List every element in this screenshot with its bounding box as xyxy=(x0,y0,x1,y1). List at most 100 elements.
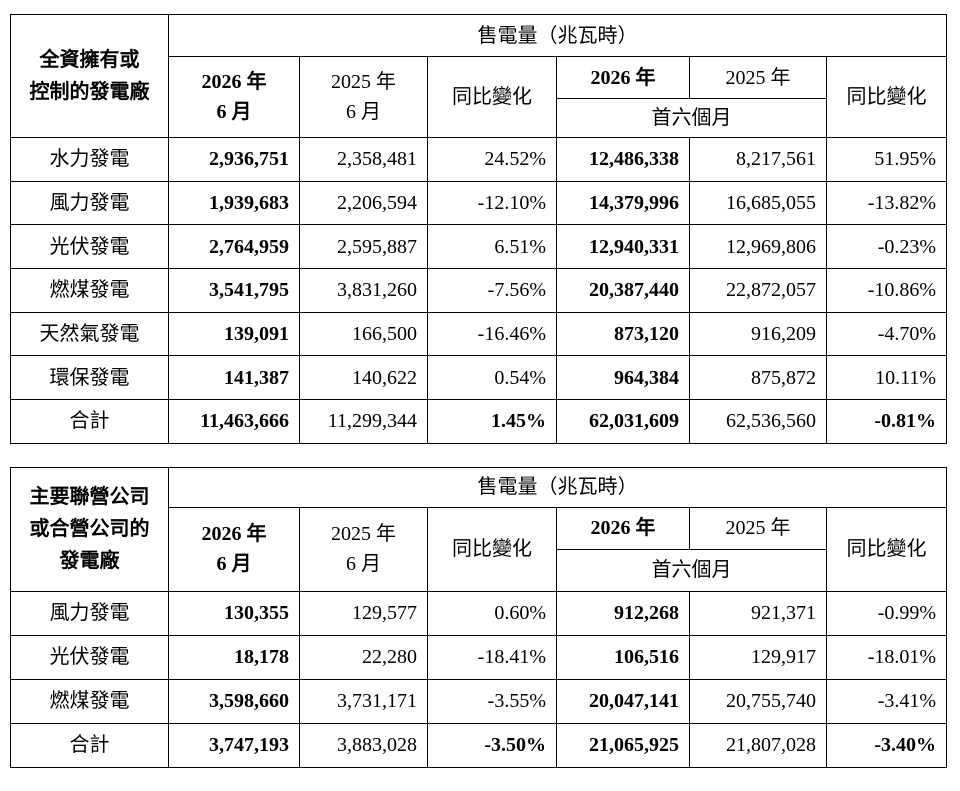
header-line: 6 月 xyxy=(346,553,381,576)
cell-value: 21,807,028 xyxy=(689,722,827,768)
cell-value: 2,206,594 xyxy=(299,180,428,226)
group-header: 售電量（兆瓦時） xyxy=(167,14,948,57)
corner-header: 全資擁有或控制的發電廠 xyxy=(10,14,169,138)
row-label: 合計 xyxy=(10,722,169,768)
header-line: 2025 年 xyxy=(725,66,791,89)
cell-value: 24.52% xyxy=(427,137,557,182)
cell-value: 20,047,141 xyxy=(556,678,690,724)
column-header: 同比變化 xyxy=(825,506,948,592)
header-line: 2026 年 xyxy=(201,71,267,93)
column-header: 同比變化 xyxy=(825,56,948,138)
cell-value: 0.54% xyxy=(427,355,557,401)
data-row: 燃煤發電 3,541,795 3,831,260 -7.56% 20,387,440 22… xyxy=(10,268,948,313)
cell-value: 921,371 xyxy=(689,590,827,636)
cell-value: -0.81% xyxy=(825,399,948,444)
cell-value: 10.11% xyxy=(825,355,948,401)
header-row: 首六個月 xyxy=(11,548,947,592)
row-label: 風力發電 xyxy=(10,590,169,636)
group-header: 售電量（兆瓦時） xyxy=(167,466,948,508)
header-line: 2026 年 xyxy=(201,523,267,546)
cell-value: -16.46% xyxy=(427,311,557,357)
column-header: 2026 年 xyxy=(556,56,690,99)
column-header: 2026 年 6 月 xyxy=(168,506,300,592)
data-row: 天然氣發電 139,091 166,500 -16.46% 873,120 916,209… xyxy=(10,311,948,357)
column-header: 2025 年 6 月 xyxy=(299,506,428,592)
cell-value: 3,883,028 xyxy=(299,722,428,768)
cell-value: 964,384 xyxy=(556,355,690,401)
cell-value: 20,755,740 xyxy=(689,678,827,724)
cell-value: 139,091 xyxy=(168,311,300,357)
cell-value: -18.41% xyxy=(427,634,557,680)
row-label: 風力發電 xyxy=(10,180,169,226)
column-header: 2026 年 6 月 xyxy=(168,56,300,138)
cell-value: 3,731,171 xyxy=(299,678,428,724)
cell-value: -12.10% xyxy=(427,180,557,226)
cell-value: 22,872,057 xyxy=(689,268,827,313)
cell-value: -13.82% xyxy=(825,180,948,226)
corner-line: 主要聯營公司 xyxy=(29,486,150,509)
cell-value: 2,764,959 xyxy=(168,224,300,270)
header-line: 2026 年 xyxy=(590,517,656,540)
data-row: 風力發電 1,939,683 2,206,594 -12.10% 14,379,996 1… xyxy=(10,180,948,226)
header-line: 2025 年 xyxy=(725,517,791,540)
row-label: 燃煤發電 xyxy=(10,678,169,724)
cell-value: 20,387,440 xyxy=(556,268,690,313)
column-header: 2025 年 xyxy=(689,56,827,99)
header-line: 2026 年 xyxy=(590,66,656,89)
data-row: 風力發電 130,355 129,577 0.60% 912,268 921,371 -0.… xyxy=(10,590,948,636)
period-header: 首六個月 xyxy=(556,548,827,592)
cell-value: 140,622 xyxy=(299,355,428,401)
column-header: 同比變化 xyxy=(427,506,557,592)
cell-value: -3.55% xyxy=(427,678,557,724)
column-header: 2025 年 xyxy=(689,506,827,550)
cell-value: 916,209 xyxy=(689,311,827,357)
header-line: 同比變化 xyxy=(846,86,927,108)
header-line: 同比變化 xyxy=(452,538,532,561)
row-label: 光伏發電 xyxy=(10,224,169,270)
cell-value: 2,595,887 xyxy=(299,224,428,270)
column-header: 2026 年 xyxy=(556,506,690,550)
cell-value: 11,463,666 xyxy=(168,399,300,444)
cell-value: 8,217,561 xyxy=(689,137,827,182)
data-row: 水力發電 2,936,751 2,358,481 24.52% 12,486,338 8,… xyxy=(10,137,948,182)
cell-value: 129,917 xyxy=(689,634,827,680)
cell-value: 106,516 xyxy=(556,634,690,680)
cell-value: 873,120 xyxy=(556,311,690,357)
corner-header: 主要聯營公司 或合營公司的 發電廠 xyxy=(10,466,169,592)
corner-line: 全資擁有或 xyxy=(39,49,140,71)
cell-value: -4.70% xyxy=(825,311,948,357)
total-row: 合計 3,747,193 3,883,028 -3.50% 21,065,925 21,8… xyxy=(10,722,948,768)
corner-line: 控制的發電廠 xyxy=(29,81,150,103)
header-row: 2026 年 6 月 2025 年 6 月 同比變化 2026 年 2025 年同比變化 xyxy=(11,56,948,138)
period-header: 首六個月 xyxy=(556,98,827,138)
row-label: 天然氣發電 xyxy=(10,311,169,357)
cell-value: 1,939,683 xyxy=(168,180,300,226)
column-header: 同比變化 xyxy=(427,56,557,138)
cell-value: -7.56% xyxy=(427,268,557,313)
header-line: 同比變化 xyxy=(846,538,927,561)
cell-value: 912,268 xyxy=(556,590,690,636)
cell-value: 62,536,560 xyxy=(689,399,827,444)
data-table: 主要聯營公司 或合營公司的 發電廠 售電量（兆瓦時） 2026 年 6 月 2025 年 6 … xyxy=(10,466,948,768)
header-line: 6 月 xyxy=(216,553,252,576)
header-row: 首六個月 xyxy=(11,98,947,138)
data-row: 光伏發電 2,764,959 2,595,887 6.51% 12,940,331 12,… xyxy=(10,224,948,270)
row-label: 環保發電 xyxy=(10,355,169,401)
cell-value: 21,065,925 xyxy=(556,722,690,768)
cell-value: 166,500 xyxy=(299,311,428,357)
header-row: 全資擁有或 控制的發電廠 售電量（兆瓦時） xyxy=(10,14,948,138)
cell-value: 875,872 xyxy=(689,355,827,401)
header-line: 2025 年 xyxy=(331,523,396,546)
cell-value: -0.23% xyxy=(825,224,948,270)
cell-value: 141,387 xyxy=(168,355,300,401)
cell-value: 6.51% xyxy=(427,224,557,270)
cell-value: -10.86% xyxy=(825,268,948,313)
row-label: 水力發電 xyxy=(10,137,169,182)
data-row: 光伏發電 18,178 22,280 -18.41% 106,516 129,917 -18… xyxy=(10,634,948,680)
cell-value: 12,940,331 xyxy=(556,224,690,270)
header-line: 同比變化 xyxy=(452,86,532,108)
header-line: 2025 年 xyxy=(331,71,396,93)
header-line: 6 月 xyxy=(346,101,381,123)
corner-line: 發電廠 xyxy=(59,550,120,573)
